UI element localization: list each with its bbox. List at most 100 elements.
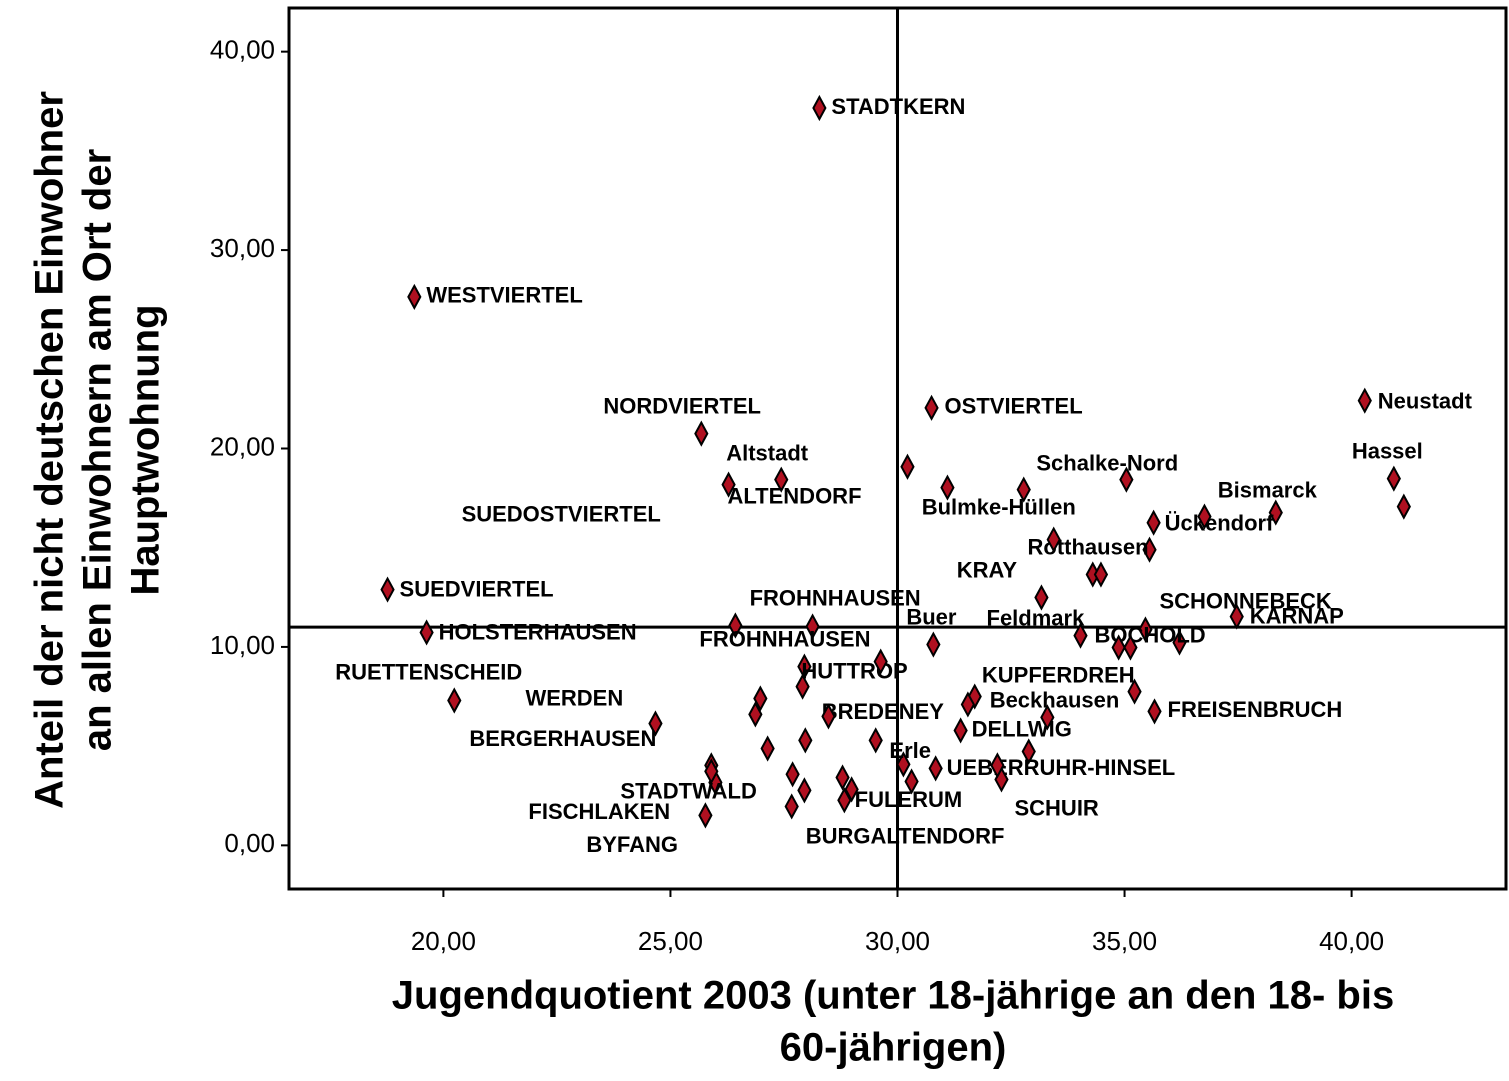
point xyxy=(1146,509,1161,536)
point xyxy=(419,619,434,646)
point xyxy=(904,768,919,795)
point-label: FROHNHAUSEN xyxy=(750,585,921,610)
point xyxy=(896,751,911,778)
point-label: Feldmark xyxy=(987,605,1086,630)
point-label: BOCHOLD xyxy=(1094,622,1205,647)
point xyxy=(960,691,976,718)
point-label: Altstadt xyxy=(726,440,809,465)
point xyxy=(1127,678,1142,705)
point xyxy=(837,787,852,814)
point-label: ALTENDORF xyxy=(727,484,861,509)
point xyxy=(812,94,827,122)
y-tick-label: 20,00 xyxy=(210,431,275,461)
x-axis-title: Jugendquotient 2003 (unter 18-jährige an… xyxy=(392,974,1394,1018)
point xyxy=(1046,526,1061,553)
point xyxy=(940,474,955,501)
point-label: Erle xyxy=(889,738,931,763)
point-label: Bismarck xyxy=(1218,477,1318,502)
point xyxy=(1034,584,1049,611)
point xyxy=(407,283,422,310)
y-tick-label: 10,00 xyxy=(210,630,275,660)
x-tick-label: 20,00 xyxy=(411,926,476,956)
point-label: FISCHLAKEN xyxy=(528,799,670,824)
point xyxy=(1073,622,1088,649)
point xyxy=(1229,603,1244,630)
point-label: BERGERHAUSEN xyxy=(469,726,656,751)
point-label: STADTWALD xyxy=(620,778,756,803)
point xyxy=(835,764,850,791)
point-label: FULERUM xyxy=(855,787,963,812)
point xyxy=(1396,493,1411,520)
point xyxy=(1111,634,1126,661)
point xyxy=(900,453,915,480)
y-tick-label: 0,00 xyxy=(224,828,275,858)
x-tick-label: 40,00 xyxy=(1319,926,1384,956)
point-label: Buer xyxy=(906,604,957,629)
point-label: Neustadt xyxy=(1378,388,1473,413)
point-label: BREDENEY xyxy=(822,699,945,724)
point xyxy=(760,735,775,762)
point xyxy=(1040,704,1055,731)
point-label: BURGALTENDORF xyxy=(806,823,1005,848)
point xyxy=(721,471,736,498)
point-label: STADTKERN xyxy=(831,94,965,119)
point-label: NORDVIERTEL xyxy=(603,393,761,418)
point xyxy=(380,576,395,603)
point-label: UEBERRUHR-HINSEL xyxy=(947,755,1176,780)
point xyxy=(694,420,709,447)
y-tick-label: 40,00 xyxy=(210,35,275,65)
point-label: WESTVIERTEL xyxy=(426,283,582,308)
point-label: Rotthausen xyxy=(1028,535,1149,560)
point-label: DELLWIG xyxy=(972,716,1072,741)
point-label: OSTVIERTEL xyxy=(945,394,1083,419)
y-tick-label: 30,00 xyxy=(210,233,275,263)
point-label: BYFANG xyxy=(586,832,678,857)
x-tick-label: 30,00 xyxy=(865,926,930,956)
point xyxy=(928,755,943,782)
point-label: SUEDOSTVIERTEL xyxy=(462,501,661,526)
point xyxy=(1142,536,1157,563)
point-label: Bulmke-Hüllen xyxy=(922,494,1076,519)
point-label: Ückendorf xyxy=(1165,511,1274,536)
point-label: SCHUIR xyxy=(1014,795,1098,820)
point xyxy=(648,710,663,737)
point xyxy=(704,758,719,785)
point-label: RUETTENSCHEID xyxy=(335,659,522,684)
point xyxy=(748,701,763,728)
y-axis-title: Hauptwohnung xyxy=(124,304,168,595)
point xyxy=(698,802,713,829)
point xyxy=(753,685,768,712)
point-label: KUPFERDREH xyxy=(982,662,1135,687)
point xyxy=(1123,634,1138,661)
point-label: FROHNHAUSEN xyxy=(699,626,870,651)
point-label: FREISENBRUCH xyxy=(1168,697,1343,722)
point xyxy=(785,761,800,788)
point xyxy=(873,648,888,675)
point xyxy=(795,673,810,700)
x-tick-label: 25,00 xyxy=(638,926,703,956)
point xyxy=(953,717,968,744)
point xyxy=(728,612,743,639)
point xyxy=(774,466,789,493)
point xyxy=(798,727,813,754)
point-label: Beckhausen xyxy=(990,687,1120,712)
point xyxy=(447,687,462,714)
point xyxy=(1172,629,1187,656)
point xyxy=(1147,698,1162,725)
point-label: Hassel xyxy=(1352,438,1423,463)
point-label: SCHONNEBECK xyxy=(1159,588,1331,613)
point xyxy=(924,394,939,421)
point xyxy=(1357,387,1372,414)
point-label: Schalke-Nord xyxy=(1036,450,1178,475)
point-label: KRAY xyxy=(957,557,1018,582)
point xyxy=(1119,466,1134,493)
point xyxy=(797,777,812,804)
point-label: KARNAP xyxy=(1250,603,1344,628)
x-tick-label: 35,00 xyxy=(1092,926,1157,956)
point xyxy=(1021,738,1036,765)
y-axis-title: Anteil der nicht deutschen Einwohner xyxy=(28,91,72,809)
point xyxy=(990,752,1005,779)
y-axis-title: an allen Einwohnern am Ort der xyxy=(76,149,120,751)
point xyxy=(821,703,836,730)
point-label: HOLSTERHAUSEN xyxy=(439,619,637,644)
